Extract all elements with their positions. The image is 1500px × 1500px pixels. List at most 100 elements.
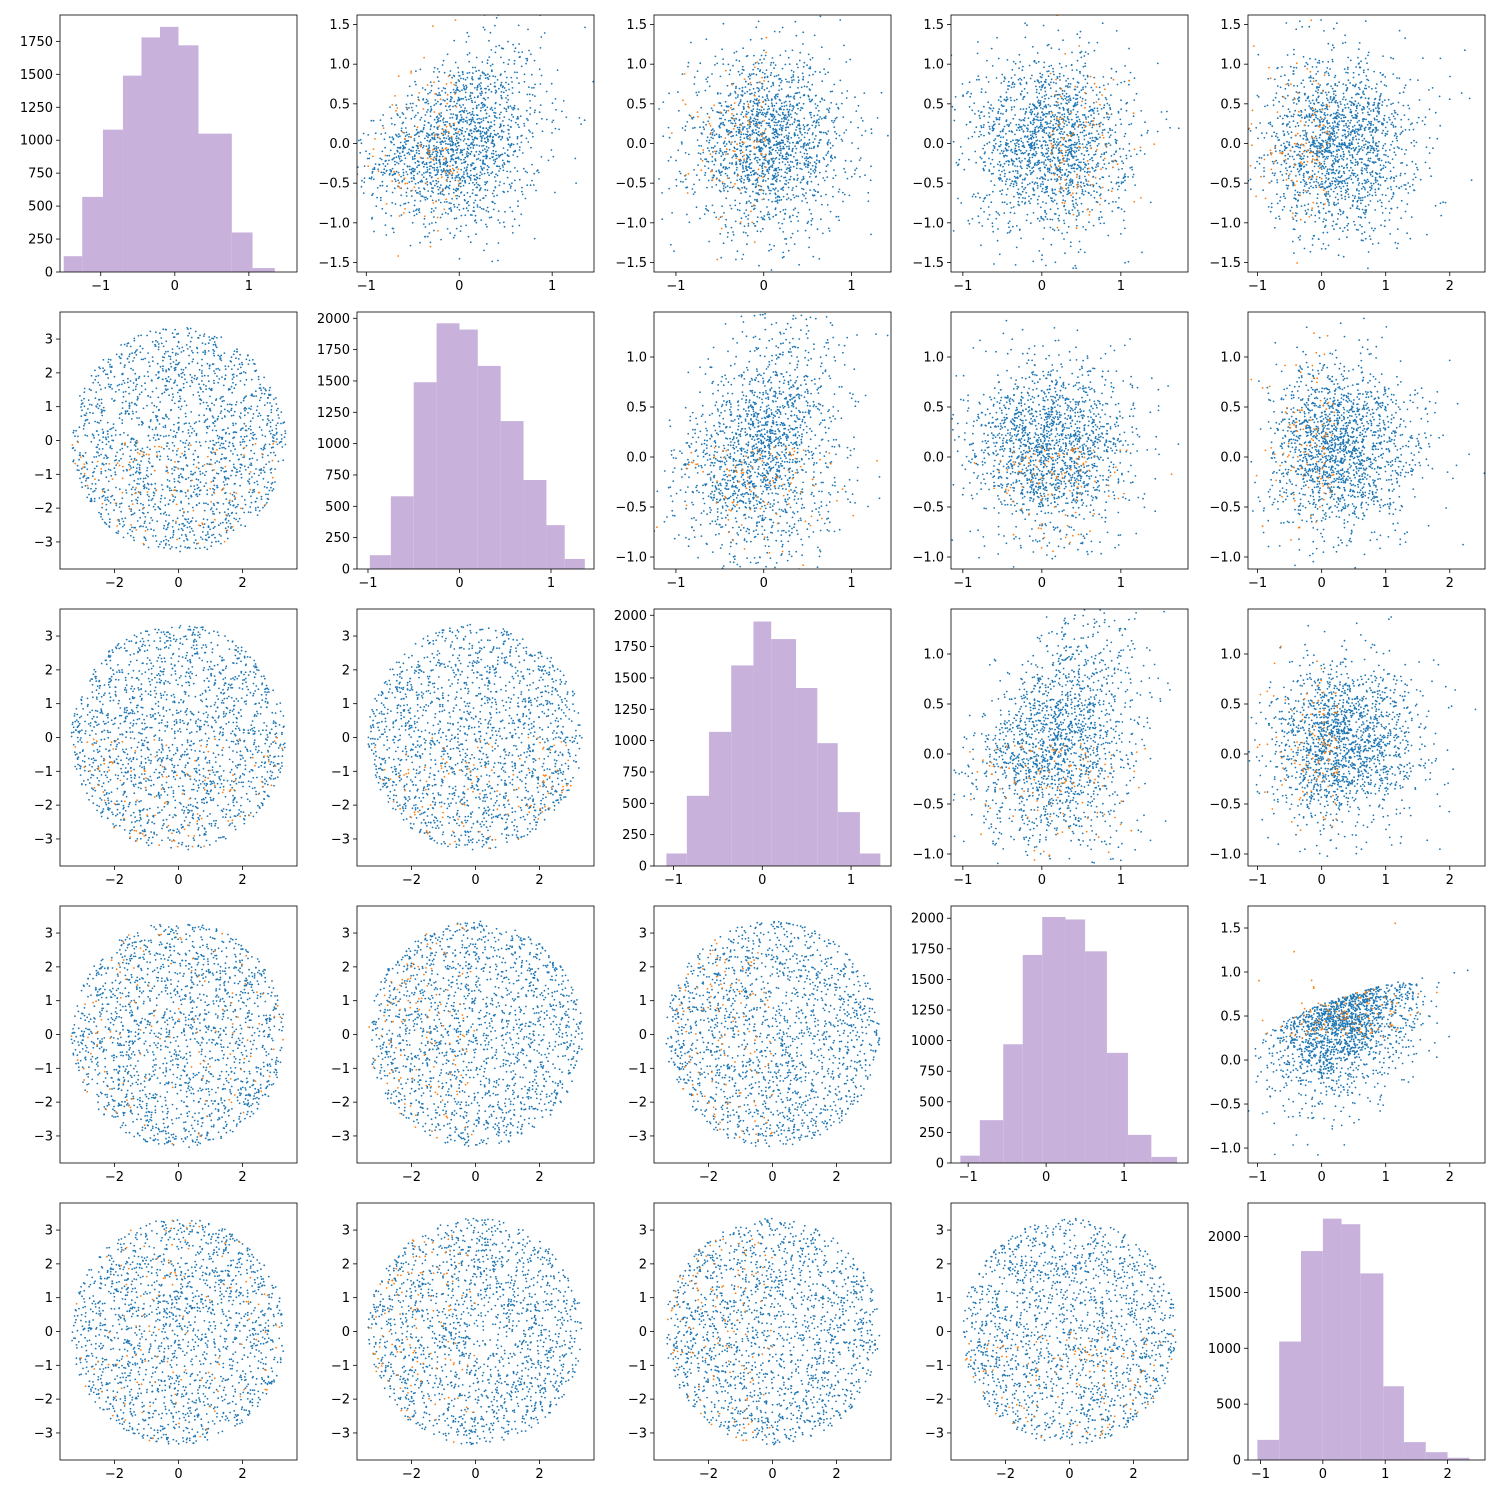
scatter-point (435, 159, 438, 162)
scatter-point (446, 109, 448, 112)
scatter-point (758, 134, 761, 137)
scatter-point (750, 167, 753, 170)
scatter-point (381, 150, 384, 153)
scatter-point (422, 146, 424, 149)
scatter-point (787, 56, 790, 59)
scatter-point (465, 84, 467, 87)
scatter-point-highlight (410, 70, 413, 73)
scatter-point (1017, 188, 1020, 191)
scatter-point (413, 204, 416, 207)
scatter-point (722, 185, 725, 187)
scatter-point (491, 260, 494, 263)
scatter-point (400, 127, 403, 130)
scatter-point (686, 213, 688, 216)
scatter-point (508, 160, 511, 163)
scatter-point (681, 143, 683, 145)
scatter-point-highlight (404, 208, 406, 210)
scatter-point (1059, 162, 1061, 165)
scatter-point (499, 123, 502, 125)
scatter-point (1075, 113, 1077, 116)
scatter-point (423, 163, 426, 166)
scatter-point (805, 156, 808, 158)
scatter-point (474, 87, 476, 89)
scatter-point (792, 214, 794, 217)
scatter-point (724, 224, 727, 226)
scatter-point (458, 176, 461, 179)
scatter-point (463, 138, 466, 141)
scatter-point (1078, 161, 1081, 164)
scatter-point (446, 121, 449, 123)
scatter-point (767, 199, 770, 201)
scatter-point (1044, 159, 1047, 162)
scatter-point (797, 142, 799, 145)
scatter-point (774, 167, 777, 170)
scatter-point (758, 121, 761, 124)
scatter-point (728, 148, 731, 151)
scatter-point (408, 165, 411, 168)
scatter-point (474, 125, 477, 127)
scatter-point (731, 156, 734, 159)
scatter-point-highlight (418, 92, 421, 94)
scatter-point (780, 175, 783, 178)
scatter-point (1003, 80, 1005, 83)
scatter-point (547, 159, 550, 162)
scatter-point-highlight (418, 99, 421, 102)
scatter-point-highlight (450, 170, 452, 173)
scatter-point (451, 143, 454, 146)
scatter-point (801, 200, 803, 202)
scatter-point (1051, 149, 1053, 151)
scatter-point (451, 140, 453, 143)
scatter-point (786, 151, 788, 154)
scatter-point (997, 228, 999, 230)
scatter-point (1024, 177, 1026, 180)
scatter-point (756, 161, 759, 164)
scatter-point (1057, 138, 1059, 141)
scatter-point-highlight (397, 255, 400, 257)
scatter-point (1036, 177, 1039, 180)
scatter-point (470, 174, 472, 177)
scatter-point (419, 200, 422, 202)
scatter-point (808, 138, 811, 141)
scatter-point (382, 163, 385, 165)
scatter-point (763, 108, 765, 111)
scatter-point (720, 122, 723, 124)
scatter-point (780, 133, 783, 136)
scatter-point (1024, 135, 1027, 138)
scatter-point (1115, 201, 1117, 203)
scatter-point (1045, 213, 1048, 215)
scatter-point (490, 172, 493, 175)
scatter-point (739, 99, 742, 101)
scatter-point (1005, 139, 1008, 141)
scatter-point (758, 264, 760, 267)
scatter-point (869, 179, 872, 182)
scatter-point (1084, 78, 1087, 81)
scatter-point (1169, 126, 1171, 129)
scatter-point (1054, 126, 1057, 129)
scatter-point (675, 178, 678, 181)
scatter-point (509, 144, 511, 147)
scatter-point (735, 85, 737, 88)
scatter-point (463, 171, 465, 173)
scatter-point (699, 62, 702, 65)
scatter-point (413, 116, 416, 118)
scatter-point (1129, 167, 1132, 169)
scatter-point (767, 211, 770, 214)
scatter-point-highlight (763, 80, 765, 82)
scatter-point (565, 116, 568, 119)
scatter-point (729, 181, 732, 184)
scatter-point (711, 109, 714, 112)
scatter-point (352, 145, 354, 147)
scatter-point (399, 160, 402, 163)
scatter-point (379, 199, 382, 202)
scatter-point (781, 256, 784, 259)
scatter-point (1040, 183, 1042, 186)
scatter-point (470, 120, 473, 123)
scatter-point (415, 213, 418, 216)
scatter-point (737, 70, 740, 73)
scatter-point-highlight (442, 129, 445, 131)
scatter-point (455, 197, 458, 200)
scatter-point (978, 221, 981, 224)
scatter-point (1070, 184, 1072, 186)
scatter-point (788, 96, 790, 98)
scatter-point (1048, 136, 1051, 139)
